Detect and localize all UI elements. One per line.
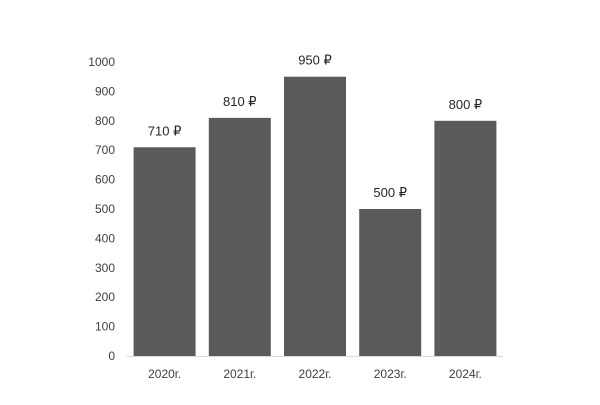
y-tick-label: 100: [95, 320, 115, 334]
y-tick-label: 700: [95, 143, 115, 157]
y-tick-label: 0: [108, 349, 115, 363]
y-tick-label: 500: [95, 202, 115, 216]
x-tick-label: 2020г.: [148, 367, 181, 381]
x-tick-label: 2022г.: [299, 367, 332, 381]
bar: [208, 117, 271, 356]
bar: [284, 76, 346, 356]
bar: [434, 120, 497, 356]
bars-group: [133, 76, 497, 356]
data-label: 800 ₽: [449, 97, 483, 112]
x-tick-label: 2023г.: [374, 367, 407, 381]
y-tick-label: 1000: [88, 55, 115, 69]
y-tick-label: 900: [95, 84, 115, 98]
y-tick-label: 600: [95, 173, 115, 187]
data-label: 810 ₽: [223, 94, 257, 109]
y-tick-label: 800: [95, 114, 115, 128]
bar: [133, 147, 196, 356]
x-tick-label: 2021г.: [223, 367, 256, 381]
y-tick-label: 200: [95, 290, 115, 304]
data-label: 500 ₽: [373, 185, 407, 200]
bar: [359, 209, 422, 356]
data-label: 950 ₽: [298, 53, 332, 68]
y-tick-label: 400: [95, 231, 115, 245]
data-labels-group: 710 ₽ 810 ₽ 950 ₽ 500 ₽ 800 ₽: [148, 53, 482, 200]
x-axis-ticks: 2020г. 2021г. 2022г. 2023г. 2024г.: [148, 367, 482, 381]
y-tick-label: 300: [95, 261, 115, 275]
data-label: 710 ₽: [148, 123, 182, 138]
x-tick-label: 2024г.: [449, 367, 482, 381]
y-axis-ticks: 0 100 200 300 400 500 600 700 800 900 1000: [88, 55, 115, 363]
